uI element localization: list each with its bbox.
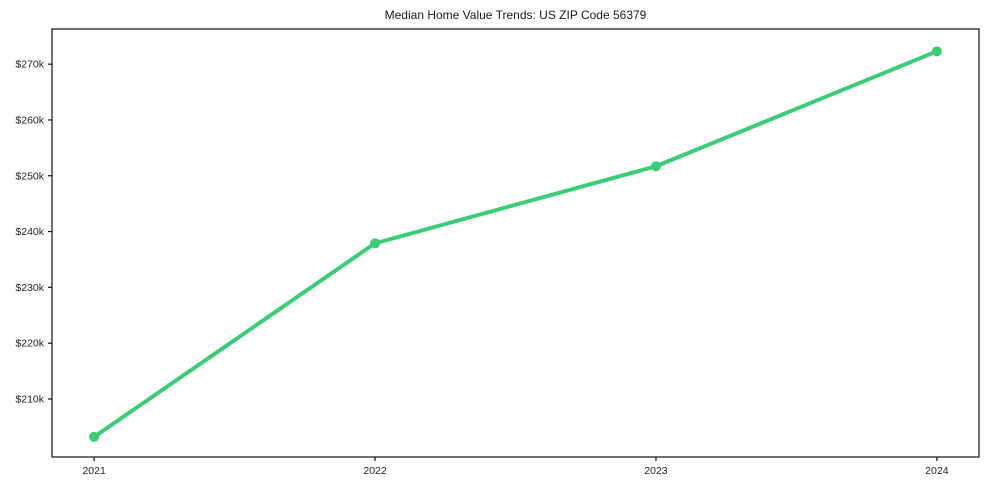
y-axis-tick-label: $240k — [15, 226, 44, 238]
x-axis-tick-label: 2023 — [644, 465, 668, 477]
y-axis-tick-label: $220k — [15, 338, 44, 350]
y-axis-tick-label: $270k — [15, 59, 44, 71]
data-point-marker — [650, 161, 661, 172]
data-point-marker — [370, 238, 381, 249]
trend-line — [92, 49, 939, 439]
plot-frame — [51, 28, 980, 458]
y-axis-tick-label: $210k — [15, 393, 44, 405]
chart-title: Median Home Value Trends: US ZIP Code 56… — [384, 8, 647, 22]
x-axis-tick-label: 2022 — [363, 465, 387, 477]
y-axis-tick-label: $260k — [15, 114, 44, 126]
data-point-marker — [89, 431, 100, 442]
y-axis-tick-label: $250k — [15, 170, 44, 182]
y-axis-tick-label: $230k — [15, 282, 44, 294]
data-point-marker — [931, 46, 942, 57]
x-axis-tick-label: 2021 — [82, 465, 106, 477]
x-axis-tick-label: 2024 — [925, 465, 949, 477]
